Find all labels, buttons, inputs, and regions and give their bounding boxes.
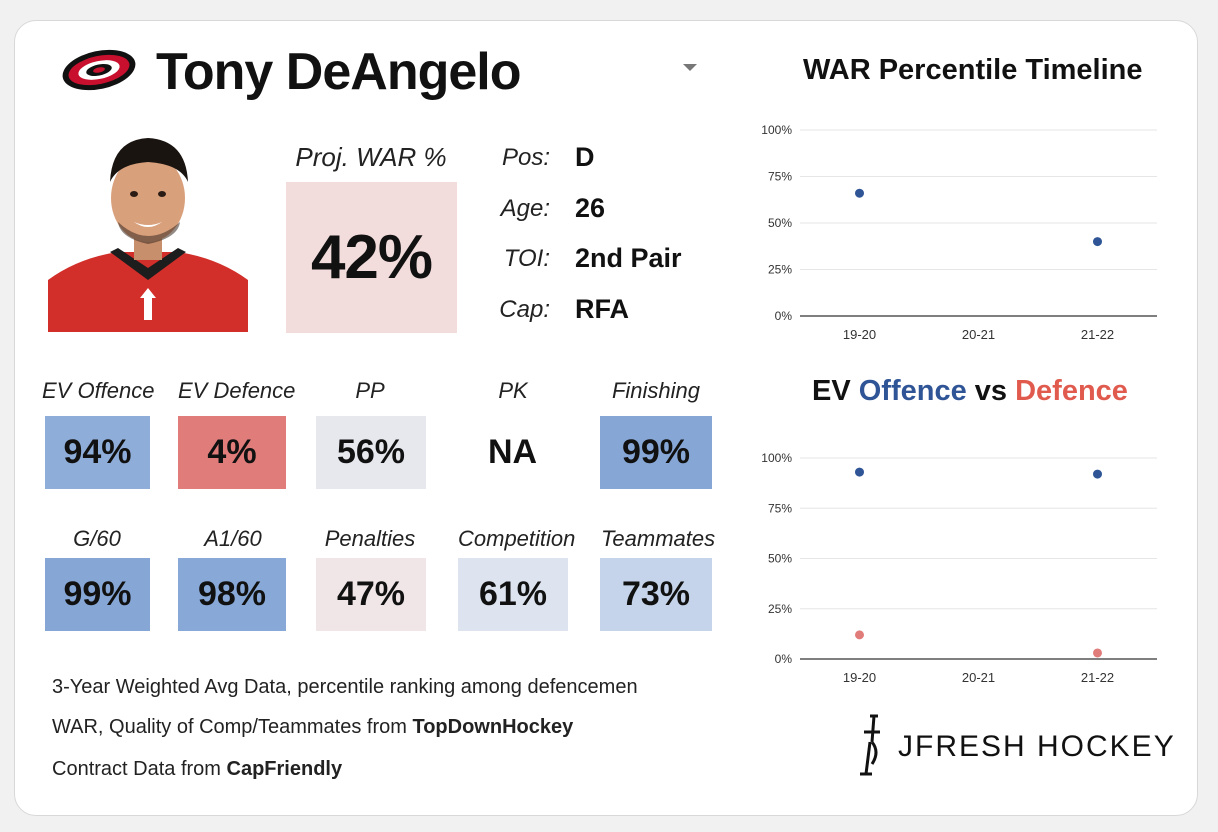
player-name: Tony DeAngelo	[156, 43, 521, 101]
a160-value: 98%	[178, 558, 286, 631]
ev-offence-label: EV Offence	[42, 378, 155, 403]
penalties-value: 47%	[316, 558, 426, 631]
pk-label: PK	[498, 378, 528, 403]
player-dropdown-icon[interactable]	[683, 64, 697, 71]
data-point-war-21-22	[1093, 237, 1102, 247]
proj-war-label: Proj. WAR %	[295, 142, 447, 172]
toi-label: TOI:	[503, 245, 550, 272]
y-tick-label: 75%	[768, 170, 792, 184]
ev-offence-defence-chart: 0% 25% 50% 75% 100% 19-20 20-21 21-22	[761, 451, 1157, 685]
war-timeline-title: WAR Percentile Timeline	[803, 54, 1143, 86]
y-tick-label: 0%	[775, 309, 793, 323]
penalties-label: Penalties	[324, 526, 416, 551]
x-tick-label: 20-21	[962, 670, 995, 685]
data-point-offence-21-22	[1093, 469, 1102, 479]
y-tick-label: 0%	[775, 652, 793, 666]
x-tick-label: 19-20	[843, 327, 876, 342]
pp-label: PP	[355, 378, 385, 403]
war-timeline-chart: 0% 25% 50% 75% 100% 19-20 20-21 21-22	[761, 123, 1157, 342]
pp-value: 56%	[316, 416, 426, 489]
y-tick-label: 50%	[768, 552, 792, 566]
age-value: 26	[575, 193, 606, 223]
teammates-label: Teammates	[601, 526, 716, 551]
player-photo	[48, 130, 248, 332]
footnote-contract-source: Contract Data from CapFriendly	[52, 758, 343, 780]
footnote-weighted-avg: 3-Year Weighted Avg Data, percentile ran…	[52, 676, 638, 698]
pos-value: D	[575, 142, 595, 172]
proj-war-value: 42%	[286, 182, 457, 333]
age-label: Age:	[500, 195, 550, 222]
g60-value: 99%	[45, 558, 150, 631]
cap-value: RFA	[575, 294, 629, 324]
competition-label: Competition	[458, 526, 576, 551]
pk-value: NA	[460, 416, 565, 489]
jfresh-hockey-text: JFRESH HOCKEY	[898, 730, 1176, 763]
ev-defence-value: 4%	[178, 416, 286, 489]
x-tick-label: 21-22	[1081, 670, 1114, 685]
x-tick-label: 20-21	[962, 327, 995, 342]
data-point-defence-19-20	[855, 630, 864, 640]
x-tick-label: 21-22	[1081, 327, 1114, 342]
data-point-war-19-20	[855, 188, 864, 198]
y-tick-label: 25%	[768, 263, 792, 277]
y-tick-label: 75%	[768, 501, 792, 515]
a160-label: A1/60	[204, 526, 262, 551]
teammates-value: 73%	[600, 558, 712, 631]
data-point-offence-19-20	[855, 467, 864, 477]
toi-value: 2nd Pair	[575, 243, 682, 273]
finishing-value: 99%	[600, 416, 712, 489]
ev-offence-value: 94%	[45, 416, 150, 489]
y-tick-label: 25%	[768, 602, 792, 616]
capfriendly-link: CapFriendly	[226, 758, 343, 780]
y-tick-label: 50%	[768, 216, 792, 230]
pos-label: Pos:	[501, 144, 550, 171]
y-tick-label: 100%	[761, 123, 792, 137]
topdownhockey-link: TopDownHockey	[412, 716, 574, 738]
jfresh-hockey-logo: JFRESH HOCKEY	[860, 714, 1176, 776]
y-tick-label: 100%	[761, 451, 792, 465]
competition-value: 61%	[458, 558, 568, 631]
g60-label: G/60	[73, 526, 121, 551]
ev-defence-label: EV Defence	[178, 378, 296, 403]
cap-label: Cap:	[499, 296, 550, 323]
data-point-defence-21-22	[1093, 648, 1102, 658]
ev-chart-title: EV Offence vs Defence	[812, 375, 1128, 407]
team-logo	[62, 49, 136, 91]
footnote-war-source: WAR, Quality of Comp/Teammates from TopD…	[52, 716, 574, 738]
finishing-label: Finishing	[611, 378, 701, 403]
x-tick-label: 19-20	[843, 670, 876, 685]
